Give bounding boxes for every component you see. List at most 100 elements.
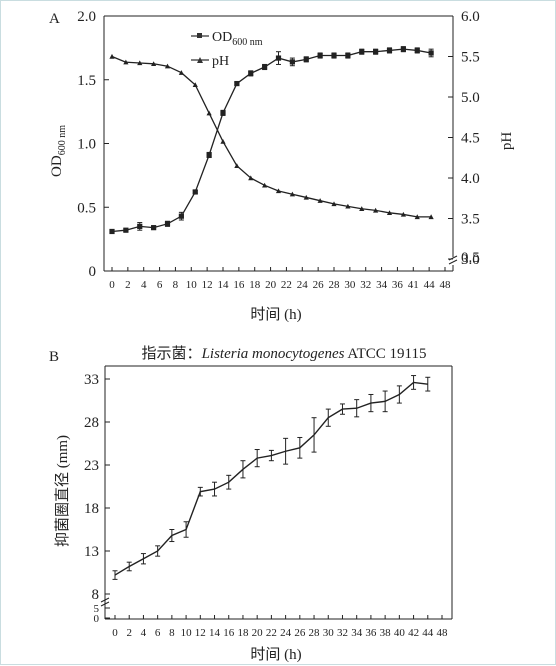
chart-b-ytick-label: 0 [94, 613, 100, 625]
legend-od-marker [197, 33, 202, 38]
chart-a-xtick-label: 28 [329, 279, 341, 291]
series-od-point [345, 52, 351, 59]
chart-b-xtick-label: 8 [169, 627, 175, 639]
chart-a-xtick-label: 14 [218, 279, 230, 291]
series-od-point [164, 221, 171, 227]
series-ph-point [359, 206, 365, 211]
series-od-point [234, 80, 240, 87]
chart-b-xtick-label: 2 [126, 627, 132, 639]
chart-b-ytick-label: 23 [84, 458, 99, 474]
chart-b-xtick-label: 4 [141, 627, 147, 639]
chart-a-axis-break-2 [448, 259, 458, 265]
series-od-point [275, 55, 282, 61]
series-ph-point [164, 63, 171, 69]
chart-b-xtick-label: 42 [408, 627, 419, 639]
panel-letter-a: A [49, 11, 60, 27]
series-od-point [359, 49, 365, 55]
series-od-point [178, 213, 184, 219]
series-od-point [248, 70, 254, 76]
series-ph-point [248, 175, 254, 181]
series-ph-point [303, 194, 309, 200]
chart-b-xtick-label: 6 [155, 627, 161, 639]
chart-a-ylabel-main: OD [49, 155, 65, 177]
chart-a-xtick-label: 18 [249, 279, 261, 291]
chart-a-ylabel-right: pH [499, 132, 515, 151]
chart-b-xtick-label: 20 [252, 627, 264, 639]
series-ph-point [220, 138, 226, 144]
chart-b-xtick-label: 40 [394, 627, 406, 639]
chart-a-xtick-label: 22 [281, 279, 292, 291]
panel-letter-b: B [49, 349, 59, 365]
series-ph-point [289, 191, 295, 197]
chart-a-xtick-label: 48 [440, 279, 452, 291]
chart-a-ytick-left-label: 0.5 [77, 200, 96, 216]
chart-b-xtick-label: 14 [209, 627, 221, 639]
series-od-point [109, 228, 115, 235]
chart-a-xtick-label: 10 [186, 279, 198, 291]
series-od-point [192, 189, 198, 195]
chart-a-xtick-label: 2 [125, 279, 131, 291]
chart-b-ytick-label: 5 [94, 603, 100, 615]
series-od-point [289, 59, 295, 65]
series-ph-point [234, 163, 240, 169]
series-zone-line [114, 381, 428, 576]
chart-a-xtick-label: 34 [376, 279, 388, 291]
series-ph-point [206, 110, 212, 116]
chart-b-title-cn: 指示菌： [142, 345, 202, 362]
legend-od-main: OD [212, 30, 232, 45]
chart-b-title-strain: ATCC 19115 [347, 346, 426, 362]
chart-a-ytick-left-label: 2.0 [77, 9, 96, 25]
series-ph-point [331, 201, 337, 207]
chart-b-ytick-label: 28 [84, 415, 99, 431]
chart-a-plot: 00.51.01.52.03.03.54.04.55.05.56.00.50 2 4… [77, 9, 480, 291]
series-od-point [331, 52, 337, 59]
series-od-point [137, 223, 143, 229]
series-od-point [428, 50, 434, 56]
series-ph-point [137, 60, 143, 66]
chart-b-xtick-label: 18 [237, 627, 249, 639]
chart-b-xlabel: 时间 (h) [250, 646, 301, 663]
series-ph-point [373, 207, 379, 213]
series-od-point [414, 47, 420, 54]
series-ph-point [345, 203, 351, 209]
chart-b-title-species: Listeria monocytogenes [201, 346, 345, 362]
series-ph-point [275, 188, 282, 194]
chart-b-axis-break-2 [100, 601, 110, 607]
chart-a-xlabel: 时间 (h) [250, 306, 301, 323]
series-ph-point [317, 198, 323, 203]
series-ph-point [192, 82, 198, 88]
chart-b-xtick-label: 36 [365, 627, 377, 639]
series-od-point [123, 227, 129, 233]
chart-a-xtick-label: 32 [360, 279, 371, 291]
series-od-point [303, 56, 309, 62]
chart-b-xtick-label: 0 [112, 627, 118, 639]
chart-a-xtick-label: 12 [202, 279, 213, 291]
chart-b-xtick-label: 38 [380, 627, 392, 639]
chart-b-ytick-label: 8 [92, 587, 100, 603]
chart-b-xtick-label: 28 [309, 627, 321, 639]
chart-a-ytick-left-label: 1.0 [77, 137, 96, 153]
chart-b-xtick-label: 16 [223, 627, 235, 639]
legend-od-label: OD600 nm [212, 30, 263, 48]
chart-b-xtick-label: 24 [280, 627, 292, 639]
series-ph-point [386, 210, 393, 216]
chart-a-xtick-label: 36 [392, 279, 404, 291]
series-od-point [151, 225, 157, 231]
chart-a-ytick-right-label: 5.0 [461, 90, 480, 106]
chart-a-ylabel-left: OD600 nm [49, 125, 68, 177]
chart-a-ytick-right-label: 6.0 [461, 9, 480, 25]
chart-a-ytick-right-label: 5.5 [461, 50, 480, 66]
series-od-point [262, 64, 268, 70]
chart-a-xtick-label: 8 [173, 279, 179, 291]
chart-a-xtick-label: 24 [297, 279, 309, 291]
chart-b-xtick-label: 10 [181, 627, 193, 639]
chart-a-legend: OD600 nm pH [191, 30, 263, 69]
chart-a-ytick-right-label: 3.5 [461, 212, 480, 228]
chart-a-ytick-right-label: 3.0 [461, 252, 480, 268]
series-od-point [400, 46, 406, 52]
series-ph-point [400, 211, 406, 217]
chart-a-xtick-label: 26 [313, 279, 325, 291]
